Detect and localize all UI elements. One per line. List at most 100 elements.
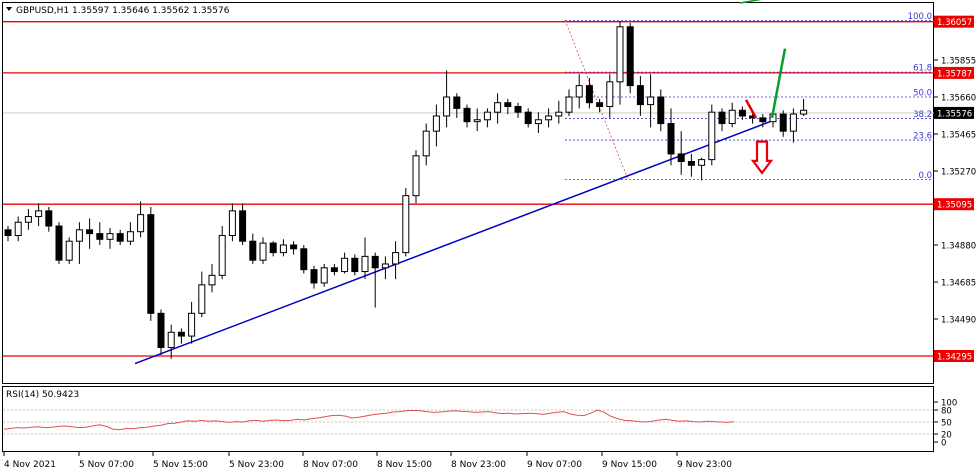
candle[interactable] [14,216,22,242]
candle[interactable] [116,229,124,245]
green-breakout-line[interactable] [770,48,787,119]
candle[interactable] [86,218,94,249]
candle[interactable] [606,74,614,118]
candle[interactable] [483,108,491,128]
candle[interactable] [443,70,451,128]
triangle-down-icon[interactable] [6,7,12,11]
candle[interactable] [4,226,12,242]
candle[interactable] [228,203,236,242]
candle[interactable] [106,227,114,249]
candle[interactable] [412,150,420,204]
candle[interactable] [677,131,685,175]
candle[interactable] [126,222,134,245]
candle[interactable] [300,245,308,274]
candle[interactable] [514,102,522,118]
candle[interactable] [738,106,746,120]
candle[interactable] [371,252,379,308]
candle-body-bear [239,210,247,242]
candle-body-bear [116,233,124,242]
candle[interactable] [259,237,267,264]
candle[interactable] [177,328,185,344]
price-axis[interactable]: 1.35855 1.35660 1.35465 1.35270 1.34880 1.346… [934,57,976,326]
candle[interactable] [290,241,298,255]
candle[interactable] [616,21,624,105]
horizontal-levels[interactable]: 1.36057 1.35787 1.35095 1.34295 1.35576 [3,15,974,363]
current-price-label: 1.35576 [937,109,972,119]
candle[interactable] [65,237,73,264]
candle[interactable] [779,110,787,137]
candle[interactable] [24,208,32,230]
ascending-trendline[interactable] [134,120,771,365]
candle[interactable] [534,112,542,134]
candle[interactable] [422,123,430,166]
candle[interactable] [494,93,502,124]
candle[interactable] [453,93,461,118]
candle[interactable] [75,222,83,264]
candle[interactable] [565,89,573,116]
arrow-down-icon[interactable] [750,140,774,175]
candle[interactable] [718,108,726,132]
candle[interactable] [351,254,359,276]
candle[interactable] [402,188,410,257]
candle[interactable] [188,301,196,344]
candle[interactable] [647,74,655,128]
candle[interactable] [137,201,145,238]
candle[interactable] [657,89,665,132]
candles[interactable] [4,21,808,359]
candle[interactable] [759,114,767,128]
candle[interactable] [55,222,63,264]
candle[interactable] [504,98,512,115]
candle[interactable] [279,239,287,257]
fibonacci-retracement[interactable]: 100.0 61.8 50.0 38.2 23.6 0.0 [564,12,934,181]
candle[interactable] [392,241,400,280]
candle[interactable] [463,104,471,128]
candle[interactable] [157,309,165,356]
price-tick-label: 1.35465 [941,131,976,141]
candle[interactable] [147,207,155,321]
candle[interactable] [524,108,532,128]
candle[interactable] [432,104,440,147]
trend-line[interactable] [134,120,771,365]
time-axis[interactable]: 4 Nov 2021 5 Nov 07:00 5 Nov 15:00 5 Nov 23… [3,452,732,470]
candle[interactable] [35,203,43,227]
candle[interactable] [249,233,257,264]
candle[interactable] [167,324,175,359]
candle[interactable] [341,252,349,274]
candle-body-bull [75,229,83,242]
time-tick-label: 8 Nov 15:00 [377,460,432,470]
time-tick-label: 5 Nov 07:00 [79,460,134,470]
candle[interactable] [208,263,216,293]
candle[interactable] [698,157,706,181]
candle[interactable] [789,108,797,143]
candle[interactable] [636,76,644,116]
candle[interactable] [330,263,338,276]
drawing-annotations[interactable] [739,0,789,175]
candle[interactable] [626,23,634,94]
candle[interactable] [545,108,553,128]
candle[interactable] [555,100,563,124]
candle[interactable] [320,263,328,287]
candle[interactable] [667,108,675,166]
green-line-top[interactable] [739,0,789,4]
candle[interactable] [269,241,277,257]
candle[interactable] [708,104,716,166]
candle[interactable] [381,256,389,280]
candle[interactable] [361,237,369,280]
candle[interactable] [45,207,53,232]
candle[interactable] [575,74,583,109]
candle[interactable] [585,78,593,109]
candle[interactable] [800,98,808,116]
candle-body-bull [320,267,328,284]
candle[interactable] [218,226,226,280]
red-pullback-line[interactable] [744,99,758,119]
candle[interactable] [198,271,206,318]
rsi-line[interactable] [3,409,735,431]
candle[interactable] [96,222,104,245]
candle[interactable] [473,108,481,132]
candle[interactable] [310,265,318,289]
candle[interactable] [239,203,247,245]
candle[interactable] [728,102,736,128]
candle[interactable] [596,98,604,113]
candle[interactable] [687,153,695,177]
